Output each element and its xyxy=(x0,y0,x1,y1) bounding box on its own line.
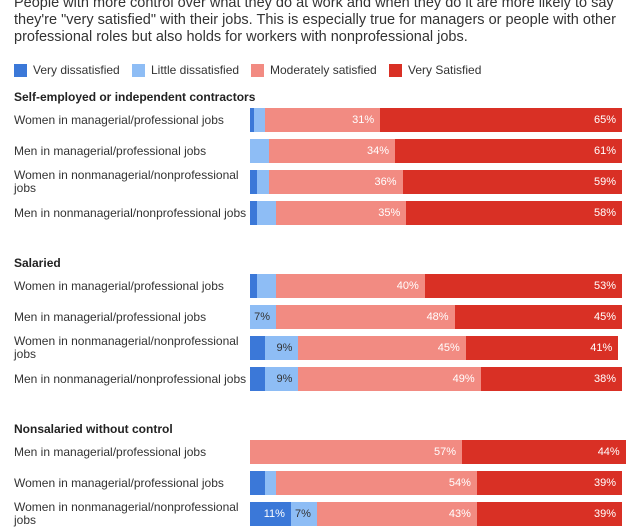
bar-segment xyxy=(264,471,277,495)
group-title: Salaried xyxy=(14,256,61,270)
value-label: 39% xyxy=(593,477,616,489)
value-label: 59% xyxy=(593,176,616,188)
legend-swatch xyxy=(251,63,264,77)
group-title: Self-employed or independent contractors xyxy=(14,90,256,104)
category-label: Men in managerial/professional jobs xyxy=(14,143,207,158)
bar-segment xyxy=(276,201,407,225)
value-label: 45% xyxy=(437,342,460,354)
bar-segment xyxy=(476,502,622,526)
bar-segment xyxy=(276,471,477,495)
value-label: 40% xyxy=(396,280,419,292)
value-label: 49% xyxy=(452,373,475,385)
bar-segment xyxy=(253,108,265,132)
legend-label: Very dissatisfied xyxy=(33,63,120,77)
legend-swatch xyxy=(389,63,402,77)
value-label: 9% xyxy=(276,373,293,385)
value-label: 38% xyxy=(593,373,616,385)
bar-segment xyxy=(250,440,463,464)
legend-item: Very dissatisfied xyxy=(14,63,120,77)
bar-segment xyxy=(264,367,299,391)
bar-segment xyxy=(290,502,317,526)
value-label: 61% xyxy=(593,145,616,157)
bar-segment xyxy=(250,201,258,225)
value-label: 65% xyxy=(593,114,616,126)
category-label: Women in nonmanagerial/nonprofessional j… xyxy=(14,334,239,361)
category-label: Women in nonmanagerial/nonprofessional j… xyxy=(14,168,239,195)
value-label: 31% xyxy=(352,114,375,126)
bar-segment xyxy=(268,170,403,194)
category-label: Women in nonmanagerial/nonprofessional j… xyxy=(14,500,239,527)
bar-segment xyxy=(250,305,277,329)
bar-segment xyxy=(250,502,291,526)
bar-segment xyxy=(250,108,254,132)
bar-segment xyxy=(257,201,277,225)
bar-segment xyxy=(476,471,622,495)
value-label: 36% xyxy=(374,176,397,188)
subtitle: People with more control over what they … xyxy=(14,0,616,45)
legend-swatch xyxy=(132,63,145,77)
legend-label: Very Satisfied xyxy=(408,63,482,77)
bar-segment xyxy=(250,139,269,163)
bar-segment xyxy=(268,139,396,163)
value-label: 34% xyxy=(367,145,390,157)
bar-segment xyxy=(406,201,622,225)
bar-segment xyxy=(257,274,277,298)
category-label: Men in managerial/professional jobs xyxy=(14,444,207,459)
category-label: Women in managerial/professional jobs xyxy=(14,475,224,490)
value-label: 57% xyxy=(434,446,457,458)
legend-label: Little dissatisfied xyxy=(151,63,240,77)
value-label: 45% xyxy=(593,311,616,323)
bar-segment xyxy=(257,170,269,194)
category-label: Women in managerial/professional jobs xyxy=(14,278,224,293)
bar-segment xyxy=(276,305,455,329)
legend-item: Moderately satisfied xyxy=(251,63,377,77)
bar-segment xyxy=(454,305,622,329)
legend-item: Little dissatisfied xyxy=(132,63,239,77)
value-label: 9% xyxy=(276,342,293,354)
value-label: 53% xyxy=(593,280,616,292)
value-label: 54% xyxy=(448,477,471,489)
value-label: 43% xyxy=(448,508,471,520)
bar-segment xyxy=(250,367,265,391)
value-label: 11% xyxy=(263,508,285,520)
value-label: 41% xyxy=(590,342,613,354)
bar-segment xyxy=(402,170,622,194)
legend-item: Very Satisfied xyxy=(389,63,481,77)
bar-segment xyxy=(465,336,619,360)
bar-segment xyxy=(480,367,622,391)
bar-segment xyxy=(316,502,477,526)
bar-segment xyxy=(276,274,425,298)
bar-segment xyxy=(264,108,381,132)
bar-segment xyxy=(250,336,265,360)
value-label: 44% xyxy=(597,446,620,458)
bar-segment xyxy=(250,274,258,298)
legend-label: Moderately satisfied xyxy=(270,63,377,77)
bar-segment xyxy=(395,139,622,163)
bar-segment xyxy=(250,170,258,194)
bar-segment xyxy=(298,336,466,360)
value-label: 35% xyxy=(378,207,401,219)
category-label: Men in managerial/professional jobs xyxy=(14,309,207,324)
bar-segment xyxy=(380,108,622,132)
category-label: Women in managerial/professional jobs xyxy=(14,112,224,127)
category-label: Men in nonmanagerial/nonprofessional job… xyxy=(14,205,247,220)
value-label: 48% xyxy=(426,311,449,323)
value-label: 39% xyxy=(593,508,616,520)
bar-segment xyxy=(264,336,299,360)
bar-segment xyxy=(462,440,626,464)
bar-segment xyxy=(250,471,265,495)
value-label: 7% xyxy=(295,508,311,520)
category-label: Men in nonmanagerial/nonprofessional job… xyxy=(14,371,247,386)
bar-segment xyxy=(424,274,622,298)
bar-segment xyxy=(298,367,481,391)
value-label: 58% xyxy=(593,207,616,219)
value-label: 7% xyxy=(254,311,271,323)
group-title: Nonsalaried without control xyxy=(14,422,173,436)
legend-swatch xyxy=(14,63,27,77)
